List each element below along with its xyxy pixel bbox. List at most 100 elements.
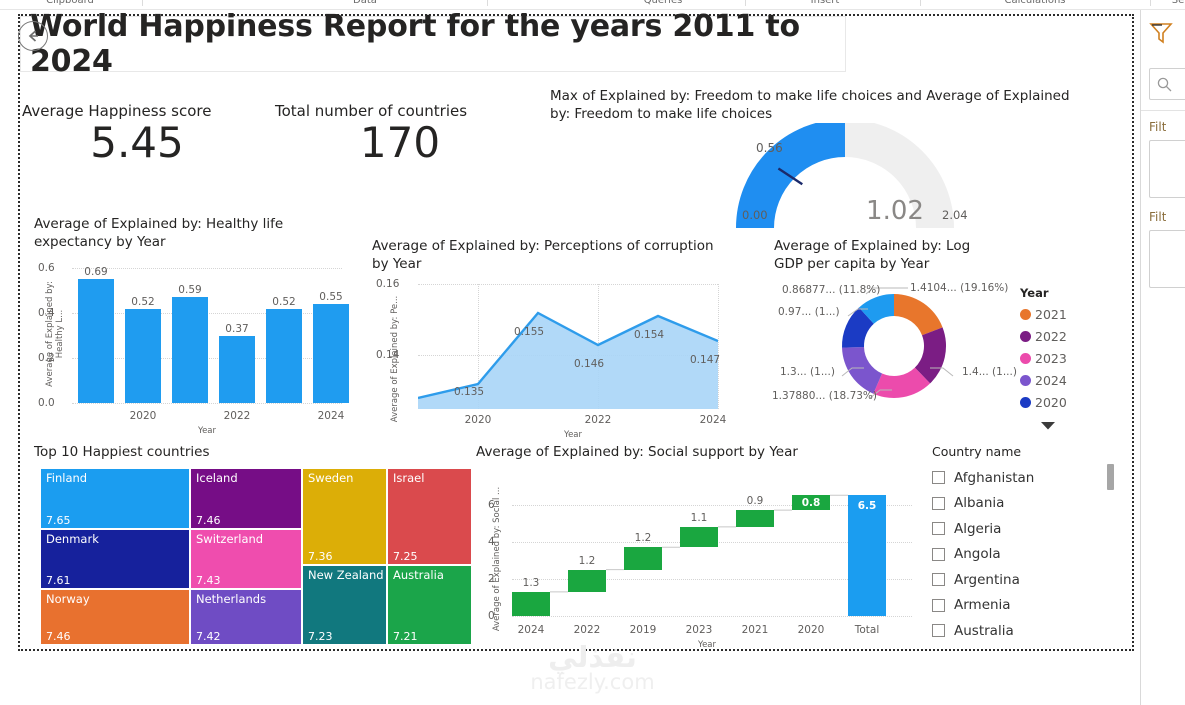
filter-search-box[interactable] bbox=[1149, 68, 1185, 100]
bar-2023[interactable] bbox=[266, 309, 302, 403]
gauge-target-label: 0.56 bbox=[756, 141, 783, 155]
gauge-visual[interactable]: Max of Explained by: Freedom to make lif… bbox=[550, 88, 1110, 238]
checkbox[interactable] bbox=[932, 624, 945, 638]
bar-2020[interactable] bbox=[125, 309, 161, 403]
ribbon-divider bbox=[1150, 0, 1151, 6]
treemap-cell-australia[interactable]: Australia 7.21 bbox=[387, 565, 472, 645]
slicer-item-label: Albania bbox=[954, 495, 1005, 512]
waterfall-bar-2022[interactable] bbox=[568, 569, 606, 592]
treemap-value: 7.46 bbox=[46, 630, 71, 643]
treemap-cell-norway[interactable]: Norway 7.46 bbox=[40, 589, 190, 645]
slicer-country-name[interactable]: Country name Afghanistan Albania Algeria… bbox=[932, 444, 1132, 649]
area-data-label: 0.154 bbox=[634, 329, 665, 341]
treemap-grid: Finland 7.65 Denmark 7.61 Norway 7.46 Ic… bbox=[40, 468, 472, 645]
kpi-card-total-countries: Total number of countries 170 bbox=[275, 102, 525, 167]
bar-data-label: 0.55 bbox=[319, 291, 343, 303]
checkbox[interactable] bbox=[932, 598, 945, 612]
y-tick: 0.2 bbox=[38, 352, 55, 364]
waterfall-bar-2024[interactable] bbox=[512, 591, 550, 616]
waterfall-bar-2023[interactable] bbox=[680, 526, 718, 548]
ribbon-group-data: Data bbox=[353, 0, 377, 6]
x-tick: 2024 bbox=[699, 414, 727, 426]
legend-label: 2024 bbox=[1035, 372, 1067, 388]
y-tick: 0 bbox=[488, 610, 495, 622]
treemap-cell-israel[interactable]: Israel 7.25 bbox=[387, 468, 472, 565]
checkbox[interactable] bbox=[932, 496, 945, 510]
y-tick: 4 bbox=[488, 535, 495, 548]
area-data-label: 0.135 bbox=[454, 386, 485, 398]
slicer-item-armenia[interactable]: Armenia bbox=[932, 593, 1132, 619]
treemap-cell-netherlands[interactable]: Netherlands 7.42 bbox=[190, 589, 302, 645]
treemap-label: Israel bbox=[393, 471, 425, 485]
x-tick: 2022 bbox=[223, 410, 251, 422]
waterfall-bar-2020[interactable] bbox=[792, 495, 830, 511]
chevron-down-icon[interactable] bbox=[1020, 415, 1075, 434]
waterfall-bar-2021[interactable] bbox=[736, 510, 774, 527]
donut-callout-lines bbox=[841, 287, 954, 399]
legend-item-2023[interactable]: 2023 bbox=[1020, 347, 1075, 369]
legend-item-2024[interactable]: 2024 bbox=[1020, 369, 1075, 391]
ribbon-group-insert: Insert bbox=[810, 0, 840, 6]
slicer-item-algeria[interactable]: Algeria bbox=[932, 516, 1132, 542]
legend-item-2022[interactable]: 2022 bbox=[1020, 325, 1075, 347]
x-tick: 2019 bbox=[629, 624, 657, 636]
filter-field-well-2[interactable] bbox=[1149, 230, 1185, 288]
treemap-cell-denmark[interactable]: Denmark 7.61 bbox=[40, 529, 190, 589]
legend-item-2020[interactable]: 2020 bbox=[1020, 391, 1075, 413]
treemap-cell-sweden[interactable]: Sweden 7.36 bbox=[302, 468, 387, 565]
treemap-cell-iceland[interactable]: Iceland 7.46 bbox=[190, 468, 302, 529]
bar-2022[interactable] bbox=[219, 336, 255, 403]
funnel-icon[interactable] bbox=[1149, 23, 1173, 48]
slicer-item-afghanistan[interactable]: Afghanistan bbox=[932, 465, 1132, 491]
waterfall-data-label: 1.1 bbox=[690, 512, 708, 524]
treemap-value: 7.61 bbox=[46, 574, 71, 587]
chart-title: Top 10 Happiest countries bbox=[34, 444, 210, 460]
ribbon-group-clipboard: Clipboard bbox=[46, 0, 94, 6]
bar-2024[interactable] bbox=[313, 304, 349, 403]
area-chart-perceptions-of-corruption[interactable]: Average of Explained by: Perceptions of … bbox=[370, 238, 770, 450]
filter-icon-row[interactable] bbox=[1149, 22, 1185, 56]
bar-chart-healthy-life-expectancy[interactable]: Average of Explained by: Healthy life ex… bbox=[32, 216, 362, 446]
treemap-label: Netherlands bbox=[196, 592, 267, 606]
treemap-cell-new-zealand[interactable]: New Zealand 7.23 bbox=[302, 565, 387, 645]
bar-2021[interactable] bbox=[172, 297, 208, 403]
checkbox[interactable] bbox=[932, 547, 945, 561]
bar-data-label: 0.52 bbox=[131, 296, 155, 308]
waterfall-chart-social-support[interactable]: Average of Explained by: Social support … bbox=[470, 444, 930, 650]
slicer-item-albania[interactable]: Albania bbox=[932, 491, 1132, 517]
donut-slice-label-2024: 1.3... (1...) bbox=[780, 366, 835, 378]
checkbox[interactable] bbox=[932, 471, 945, 485]
back-arrow-icon[interactable] bbox=[18, 21, 48, 51]
x-tick: 2023 bbox=[685, 624, 713, 636]
waterfall-bar-2019[interactable] bbox=[624, 547, 662, 570]
treemap-label: Iceland bbox=[196, 471, 238, 485]
waterfall-bar-total[interactable] bbox=[848, 495, 886, 616]
ribbon-divider bbox=[920, 0, 921, 6]
bar-2019[interactable] bbox=[78, 279, 114, 403]
donut-chart-log-gdp-per-capita[interactable]: Average of Explained by: Log GDP per cap… bbox=[770, 238, 1130, 438]
checkbox[interactable] bbox=[932, 522, 945, 536]
slicer-item-argentina[interactable]: Argentina bbox=[932, 567, 1132, 593]
treemap-label: Norway bbox=[46, 592, 90, 606]
checkbox[interactable] bbox=[932, 573, 945, 587]
slicer-scrollbar[interactable] bbox=[1107, 464, 1114, 490]
treemap-top-10-happiest-countries[interactable]: Top 10 Happiest countries Finland 7.65 D… bbox=[32, 444, 482, 645]
legend-item-2021[interactable]: 2021 bbox=[1020, 303, 1075, 325]
y-tick: 0.0 bbox=[38, 397, 55, 409]
x-tick: 2024 bbox=[317, 410, 345, 422]
treemap-cell-switzerland[interactable]: Switzerland 7.43 bbox=[190, 529, 302, 589]
filter-section-label-2: Filt bbox=[1149, 210, 1167, 224]
x-tick: 2020 bbox=[129, 410, 157, 422]
plot-area: 0 2 4 6 1.3 1.2 1.2 bbox=[488, 486, 912, 650]
gauge-value: 1.02 bbox=[866, 196, 924, 226]
chart-title: Average of Explained by: Social support … bbox=[476, 444, 798, 460]
filter-field-well-1[interactable] bbox=[1149, 140, 1185, 198]
slicer-item-australia[interactable]: Australia bbox=[932, 618, 1132, 644]
legend-swatch bbox=[1020, 352, 1031, 364]
legend-swatch bbox=[1020, 374, 1031, 386]
treemap-label: New Zealand bbox=[308, 568, 384, 582]
plot-area: 0.0 0.2 0.4 0.6 0.69 0.52 0.59 0.37 0.52… bbox=[38, 262, 349, 436]
slicer-item-angola[interactable]: Angola bbox=[932, 542, 1132, 568]
treemap-cell-finland[interactable]: Finland 7.65 bbox=[40, 468, 190, 529]
x-tick: 2022 bbox=[584, 414, 612, 426]
